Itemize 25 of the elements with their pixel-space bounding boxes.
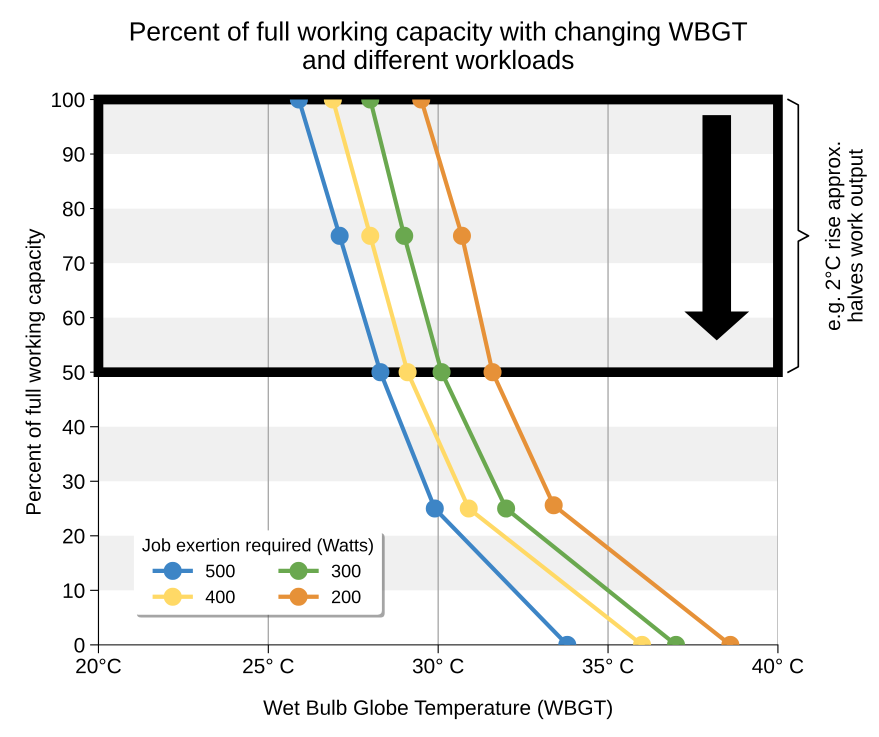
x-tick-label: 30° C — [412, 658, 464, 674]
y-tick-label: 90 — [63, 147, 84, 162]
y-axis-title: Percent of full working capacity — [26, 228, 45, 514]
text: e.g. 2°C rise approx. halves work output — [824, 142, 867, 330]
x-tick-label: 40° C — [752, 658, 804, 674]
x-axis-title: Wet Bulb Globe Temperature (WBGT) — [263, 700, 612, 720]
legend-title: Job exertion required (Watts) — [142, 538, 373, 556]
x-tick-label: 20°C — [76, 658, 121, 674]
y-tick-label: 30 — [62, 474, 84, 490]
y-tick-label: 80 — [62, 202, 84, 216]
legend-label: 200 — [332, 590, 360, 604]
x-tick-label: 35° C — [582, 658, 634, 674]
y-tick-label: 20 — [63, 528, 84, 544]
legend-label: 400 — [206, 590, 235, 604]
y-tick-label: 0 — [74, 638, 84, 653]
y-tick-label: 70 — [63, 256, 84, 271]
legend-label: 300 — [332, 564, 360, 578]
y-tick-label: 60 — [63, 310, 84, 326]
x-tick-label: 25° C — [243, 658, 294, 674]
y-tick-label: 10 — [64, 583, 84, 598]
y-tick-label: 50 — [62, 365, 84, 380]
y-tick-label: 40 — [62, 420, 84, 434]
legend-label: 500 — [206, 564, 235, 578]
chart-title: Percent of full working capacity with changing WBGT and different workloads — [130, 21, 748, 70]
y-tick-label: 100 — [52, 92, 84, 108]
